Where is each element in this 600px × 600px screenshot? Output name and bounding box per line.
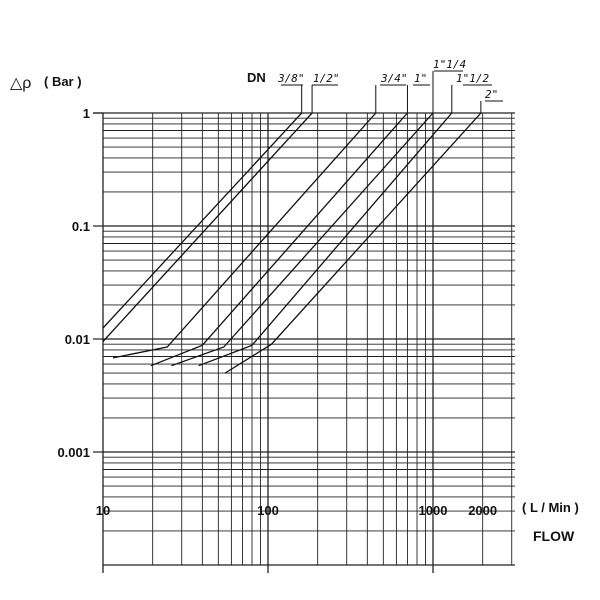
- series-lines: [102, 112, 482, 374]
- dn-legend: 3/8" 1/2" 3/4" 1" 1"1/41"1/2 2": [277, 58, 503, 113]
- series-line: [102, 112, 313, 342]
- series-line: [171, 112, 434, 367]
- legend-label: 1"1/4: [433, 58, 466, 71]
- y-axis-unit-label: ( Bar ): [44, 74, 82, 89]
- legend-label: 3/8": [277, 72, 305, 85]
- legend-label: 3/4": [380, 72, 408, 85]
- legend-label: 1/2": [313, 72, 340, 85]
- y-tick-label: 0.001: [57, 445, 90, 460]
- legend-label: 1"1/2: [456, 72, 489, 85]
- x-tick-label: 2000: [468, 503, 497, 518]
- y-tick-label: 1: [83, 106, 90, 121]
- series-line: [102, 112, 303, 329]
- legend-title: DN: [247, 70, 266, 85]
- y-axis-label: △ρ ( Bar ): [10, 74, 82, 92]
- x-axis-label: FLOW: [533, 528, 575, 544]
- legend-label: 1": [414, 72, 427, 85]
- tick-labels: 1 0.1 0.01 0.001 10 100 1000 2000: [57, 106, 497, 518]
- series-line: [224, 112, 482, 374]
- series-line: [150, 112, 408, 367]
- x-axis-unit-label: ( L / Min ): [522, 500, 579, 515]
- series-line: [198, 112, 453, 367]
- delta-p-symbol: △ρ: [10, 75, 31, 92]
- x-tick-label: 100: [257, 503, 279, 518]
- y-tick-label: 0.01: [65, 332, 90, 347]
- y-tick-label: 0.1: [72, 219, 90, 234]
- grid-lines: [93, 112, 515, 573]
- x-tick-label: 10: [96, 503, 110, 518]
- series-line: [112, 112, 377, 359]
- x-tick-label: 1000: [419, 503, 448, 518]
- legend-label: 2": [485, 88, 498, 101]
